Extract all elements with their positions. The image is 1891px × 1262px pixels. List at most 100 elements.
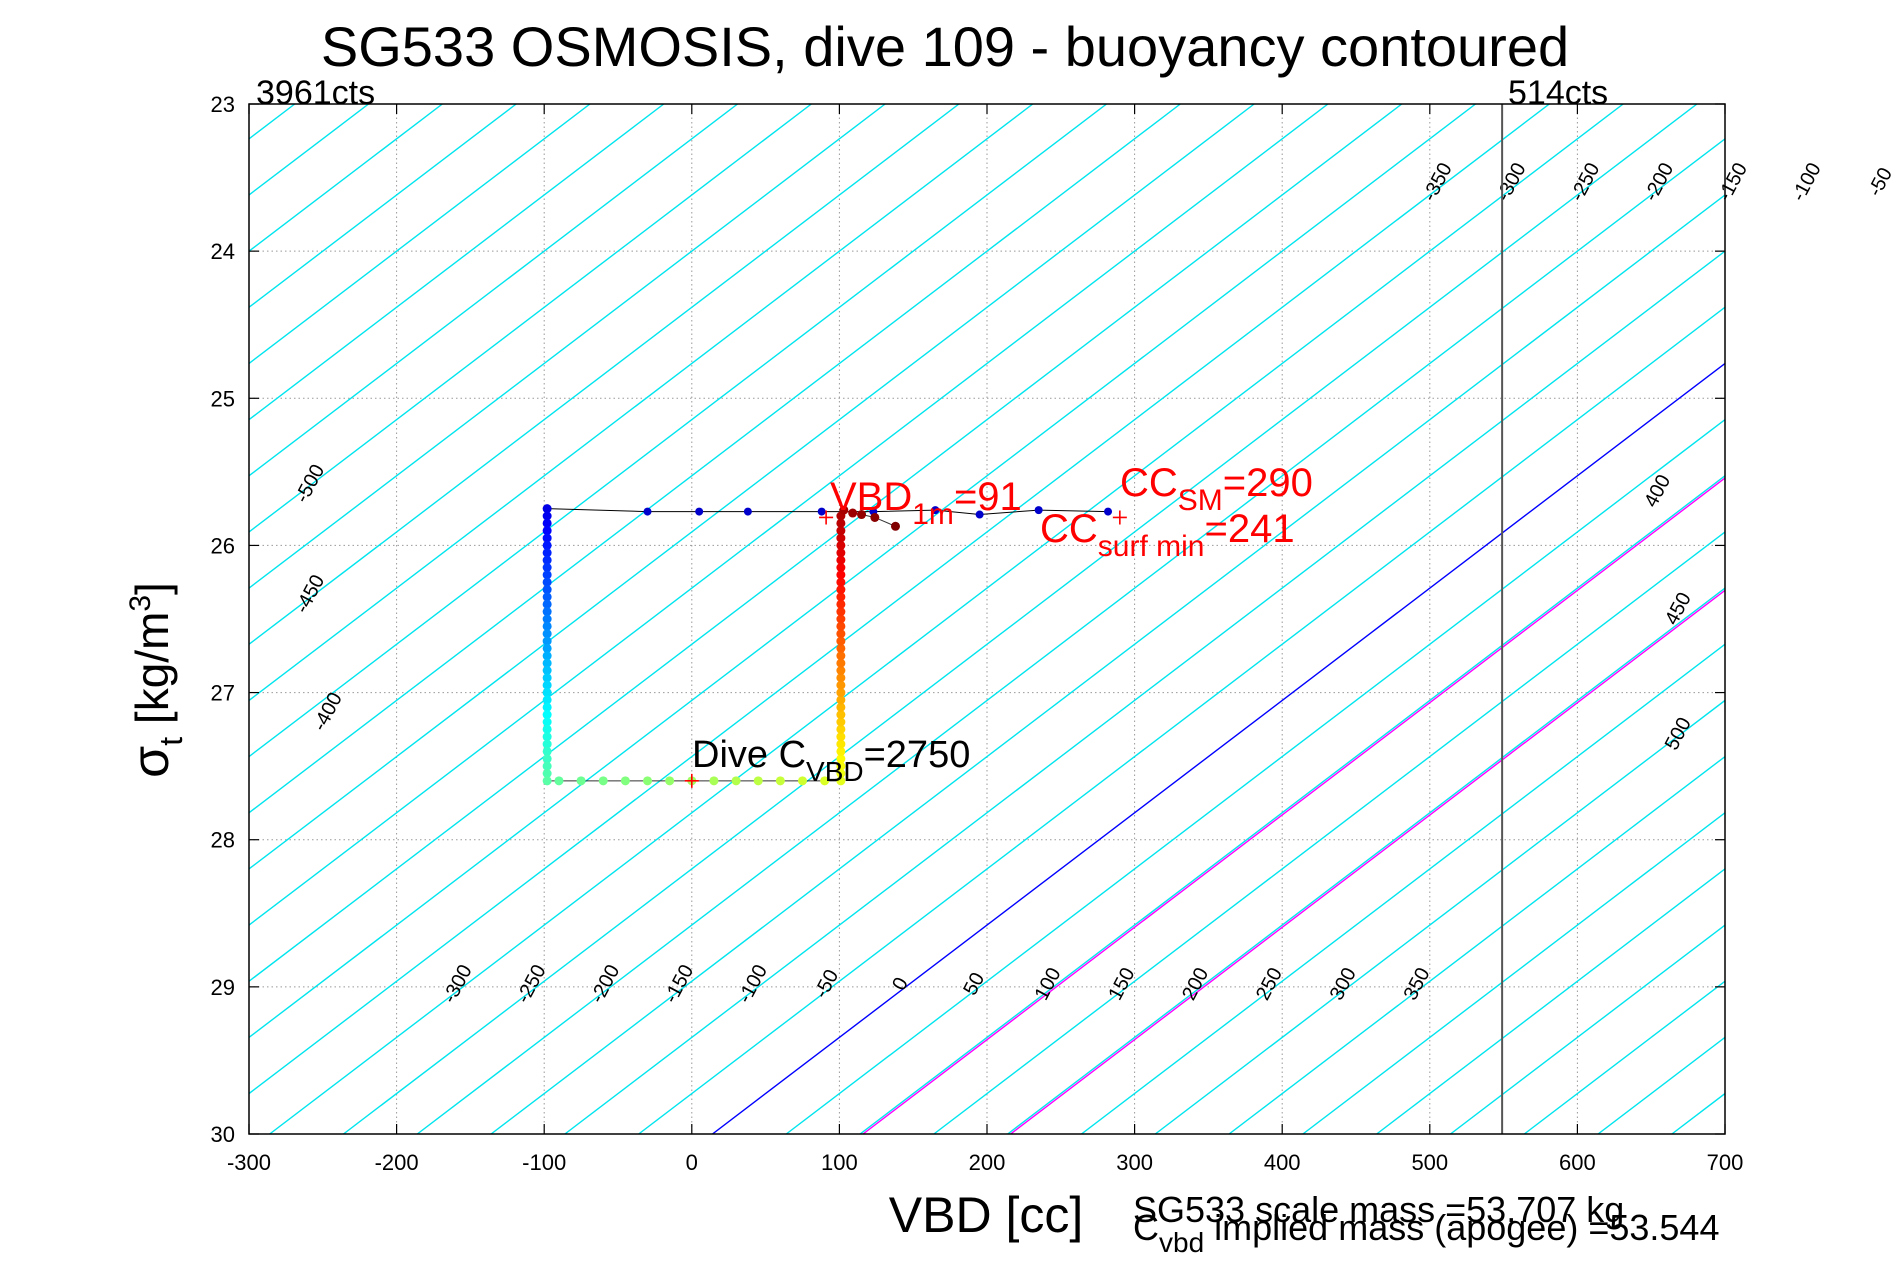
dive-point	[542, 636, 552, 646]
y-axis-label-sub: t	[153, 737, 189, 746]
contour-line	[249, 104, 1550, 1095]
dive-point	[665, 776, 675, 786]
counts-right-label: 514cts	[1508, 74, 1608, 112]
dive-point	[542, 680, 552, 690]
dive-point	[542, 695, 552, 705]
contour-line	[249, 104, 1403, 983]
dive-point	[836, 680, 846, 690]
axis-ticks: -300 -200 -100 0 100 200 300 400 500 600 700 23 24 25…	[211, 92, 1744, 1175]
vbd-1m-main: VBD	[830, 475, 912, 519]
dive-point	[576, 776, 586, 786]
dive-cvbd-sub: VBD	[806, 756, 864, 787]
dive-point	[836, 614, 846, 624]
dive-point	[836, 739, 846, 749]
x-tick-label: 200	[969, 1150, 1006, 1175]
reference-marker	[1112, 510, 1127, 525]
y-tick-label: 24	[211, 239, 235, 264]
dive-point	[836, 518, 846, 528]
dive-point	[542, 666, 552, 675]
dive-point	[598, 776, 608, 786]
dive-point	[542, 710, 552, 720]
dive-point	[709, 776, 719, 786]
dive-point	[542, 732, 552, 742]
dive-cvbd-main: Dive C	[692, 734, 806, 776]
contour-line	[1302, 811, 1725, 1134]
dive-point	[542, 518, 552, 528]
cc-surf-min-sub: surf min	[1098, 530, 1205, 563]
dive-point	[554, 776, 564, 786]
dive-point	[836, 724, 846, 734]
footer-scale-mass: SG533 scale mass =53.707 kg	[1133, 1189, 1624, 1230]
contour-line	[416, 137, 1725, 1134]
dive-point	[836, 688, 846, 698]
contour-lines	[249, 104, 1725, 1134]
contour-line	[249, 104, 1181, 814]
dive-point	[836, 710, 846, 720]
dive-point	[542, 570, 552, 580]
chart-title: SG533 OSMOSIS, dive 109 - buoyancy conto…	[321, 15, 1569, 78]
x-tick-label: 500	[1411, 1150, 1448, 1175]
dive-point	[836, 732, 846, 742]
dive-point	[836, 577, 846, 587]
x-tick-label: 400	[1264, 1150, 1301, 1175]
y-tick-label: 25	[211, 386, 235, 411]
dive-point	[542, 621, 552, 631]
dive-point	[542, 526, 552, 536]
surface-point	[1034, 506, 1043, 515]
contour-line	[1081, 643, 1725, 1134]
dive-point	[836, 717, 846, 727]
footer-cvbd-sub: vbd	[1159, 1227, 1204, 1258]
dive-point	[836, 548, 846, 558]
cc-sm-value: =290	[1223, 461, 1313, 505]
surface-point	[695, 507, 704, 516]
dive-point	[836, 592, 846, 602]
dive-point	[836, 695, 846, 705]
contour-line	[859, 474, 1725, 1134]
dive-trajectory	[542, 504, 1113, 786]
dive-point	[836, 643, 846, 653]
contour-line	[249, 104, 886, 589]
x-tick-label: 700	[1707, 1150, 1744, 1175]
vbd-1m-value: =91	[954, 475, 1022, 519]
dive-point	[836, 570, 846, 580]
dive-point	[542, 769, 552, 778]
contour-line	[712, 362, 1725, 1134]
surface-point	[931, 506, 940, 515]
dive-point	[870, 512, 880, 522]
contour-line	[249, 104, 591, 365]
y-tick-label: 30	[211, 1122, 235, 1147]
dive-point	[542, 761, 552, 771]
dive-point	[836, 599, 846, 609]
contour-line	[249, 104, 960, 646]
dive-point	[836, 769, 846, 778]
y-tick-label: 29	[211, 975, 235, 1000]
surface-point	[975, 510, 984, 519]
dive-point	[542, 540, 552, 550]
reference-markers	[684, 510, 1127, 788]
x-tick-label: 100	[821, 1150, 858, 1175]
contour-line	[1007, 587, 1725, 1134]
contour-line	[249, 104, 1476, 1039]
dive-point	[542, 746, 552, 756]
dive-point	[857, 510, 867, 520]
reference-marker	[819, 510, 834, 525]
y-axis-label: σt [kg/m3]	[122, 582, 189, 778]
dive-point	[731, 776, 741, 786]
cc-sm-main: CC	[1120, 461, 1178, 505]
contour-line	[933, 531, 1725, 1134]
surface-point	[817, 507, 826, 516]
dive-point	[542, 651, 552, 661]
dive-point	[836, 651, 846, 661]
dive-point	[542, 724, 552, 734]
dive-point	[542, 688, 552, 698]
dive-point	[836, 658, 846, 668]
reference-marker	[684, 773, 699, 788]
vbd-1m-annotation: VBD1m=91	[830, 475, 1022, 531]
dive-point	[542, 614, 552, 624]
dive-point	[542, 629, 552, 639]
dive-point	[836, 702, 846, 712]
footer-cvbd-mass: Cvbd implied mass (apogee) =53.544	[1133, 1207, 1719, 1258]
contour-line	[249, 104, 1329, 926]
contour-line	[249, 104, 738, 477]
